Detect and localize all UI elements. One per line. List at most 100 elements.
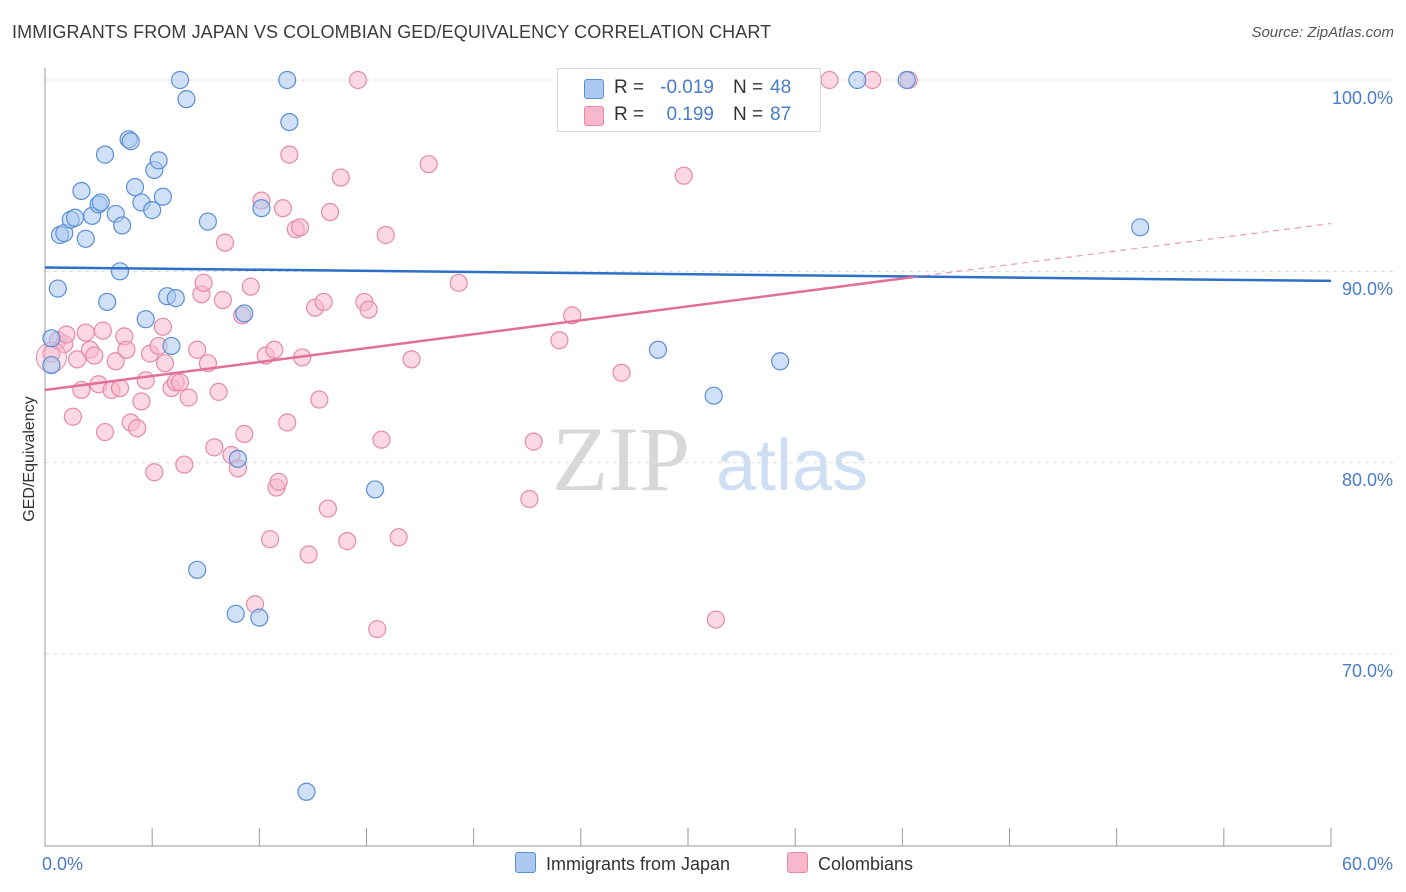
stats-legend: R = -0.019 N = 48 R = 0.199 N = 87 — [557, 68, 821, 132]
japan-point — [250, 608, 269, 627]
bottom-legend-japan: Immigrants from Japan — [515, 852, 730, 875]
legend-r-value: 0.199 — [666, 104, 714, 125]
colombians-point — [550, 331, 569, 350]
colombians-point — [524, 432, 543, 451]
y-tick-label-70: 70.0% — [1342, 661, 1393, 681]
colombians-point — [175, 455, 194, 474]
colombians-point — [85, 346, 104, 365]
colombians-trend-line — [44, 275, 914, 392]
japan-points — [42, 70, 1150, 801]
colombians-point — [106, 352, 125, 371]
colombians-point — [278, 413, 297, 432]
legend-n-value: 48 — [770, 77, 792, 98]
y-axis-label: GED/Equivalency — [21, 396, 38, 521]
x-tick-label-min: 0.0% — [42, 854, 83, 874]
japan-point — [365, 480, 385, 499]
japan-point — [166, 289, 185, 308]
colombians-trend-extension — [912, 222, 1332, 278]
japan-point — [848, 70, 867, 90]
japan-point — [280, 112, 299, 132]
y-tick-label-100: 100.0% — [1332, 88, 1393, 108]
japan-point — [188, 560, 207, 579]
y-tick-label-90: 90.0% — [1342, 279, 1393, 299]
colombians-point — [57, 325, 76, 344]
japan-point — [897, 70, 916, 90]
colombians-point — [153, 317, 172, 336]
colombians-point — [402, 350, 421, 369]
legend-r-label: R = — [614, 77, 645, 98]
colombians-point — [449, 273, 468, 292]
colombians-point — [372, 430, 391, 449]
colombians-point — [338, 532, 357, 551]
japan-point — [42, 329, 61, 348]
japan-point — [170, 70, 190, 90]
colombians-point — [136, 371, 155, 390]
colombians-point — [132, 392, 151, 411]
colombians-point — [194, 273, 213, 292]
colombians-point — [155, 354, 175, 373]
japan-point — [149, 151, 168, 170]
colombians-point — [348, 70, 368, 90]
colombians-point — [145, 463, 164, 482]
colombians-point — [280, 145, 299, 164]
colombians-point — [290, 218, 310, 237]
colombians-point — [179, 388, 198, 407]
japan-point — [113, 216, 132, 235]
y-tick-label-80: 80.0% — [1342, 470, 1393, 490]
colombians-point — [205, 438, 224, 457]
japan-point — [98, 292, 117, 312]
colombians-point — [188, 340, 207, 359]
colombians-point — [314, 292, 333, 312]
legend-swatch-japan — [584, 79, 604, 99]
legend-r-value: -0.019 — [660, 77, 714, 98]
colombians-point — [612, 363, 631, 382]
colombians-point — [269, 472, 288, 491]
japan-trend-line — [44, 266, 1332, 283]
colombians-point — [820, 70, 839, 90]
colombians-point — [170, 373, 190, 392]
japan-point — [235, 304, 254, 323]
japan-point — [297, 782, 316, 801]
colombians-point — [76, 323, 95, 342]
colombians-point — [368, 620, 387, 639]
colombians-point — [95, 422, 115, 442]
watermark-zip: ZIP — [552, 408, 690, 510]
colombians-point — [93, 321, 112, 340]
colombians-point — [128, 419, 147, 438]
japan-point — [153, 187, 172, 206]
colombians-point — [273, 199, 293, 218]
japan-point — [72, 181, 91, 201]
legend-swatch-colombians — [584, 106, 604, 126]
colombians-point — [241, 277, 260, 296]
trend-lines — [44, 222, 1332, 392]
legend-n-value: 87 — [770, 104, 792, 125]
japan-point — [76, 229, 95, 248]
grid-lines — [45, 79, 1395, 655]
japan-point — [177, 90, 196, 109]
japan-point — [162, 336, 181, 356]
source-credit: Source: ZipAtlas.com — [1251, 24, 1394, 41]
colombians-point — [310, 390, 329, 409]
bottom-legend-colombians: Colombians — [787, 852, 913, 875]
japan-point — [136, 310, 155, 329]
chart-title: IMMIGRANTS FROM JAPAN VS COLOMBIAN GED/E… — [12, 22, 772, 42]
colombians-point — [63, 407, 82, 426]
colombians-point — [117, 340, 136, 359]
colombians-point — [265, 340, 284, 359]
japan-point — [121, 132, 140, 151]
japan-point — [125, 178, 145, 197]
bottom-legend-swatch-colombians — [787, 852, 808, 873]
legend-row-colombians: R = 0.199 N = 87 — [558, 100, 820, 128]
bottom-legend-swatch-japan — [515, 852, 536, 873]
colombians-point — [331, 168, 350, 187]
japan-point — [48, 279, 67, 298]
colombians-point — [419, 155, 438, 174]
japan-point — [252, 199, 271, 218]
japan-point — [228, 449, 247, 468]
colombians-point — [320, 202, 340, 222]
japan-point — [226, 604, 245, 623]
colombians-point — [235, 424, 254, 444]
japan-point — [198, 212, 217, 231]
colombians-point — [674, 166, 693, 185]
